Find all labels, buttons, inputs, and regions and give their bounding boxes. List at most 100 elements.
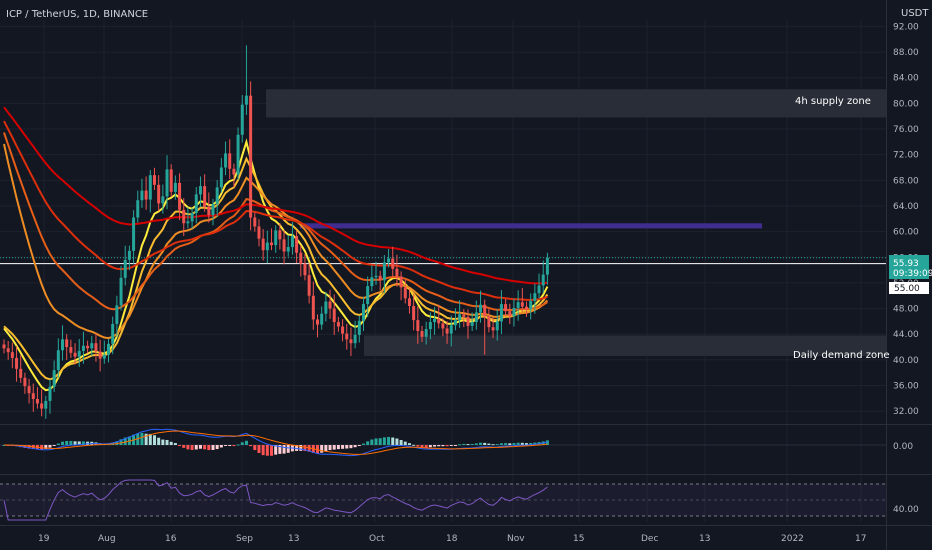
candle-body [253,217,257,227]
candle-body [56,350,60,371]
candle-body [123,259,127,278]
candle-body [86,345,90,349]
ribbon-line [3,106,548,285]
macd-histogram-bar [341,445,345,449]
candle-body [453,320,457,326]
macd-histogram-bar [462,443,466,445]
candle-body [366,286,370,305]
candle-body [328,301,332,309]
demand-zone-box [364,335,886,357]
candle-body [278,230,282,240]
macd-histogram-bar [483,442,487,445]
price-tick-label: 76.00 [893,125,919,135]
candle-body [491,327,495,331]
macd-histogram-bar [240,442,244,445]
ribbon-line [3,156,549,381]
macd-histogram-bar [382,437,386,445]
macd-histogram-bar [140,432,144,445]
candle-body [173,182,177,192]
macd-histogram-bar [236,444,240,446]
macd-histogram-bar [165,439,169,445]
candle-body [90,343,94,349]
macd-histogram-bar [295,445,299,451]
price-tick-label: 72.00 [893,151,919,161]
macd-histogram-bar [65,440,69,445]
candle-body [144,190,148,200]
rsi-pane [0,479,886,521]
candle-body [395,268,399,277]
last-price-badge-bg [889,255,929,279]
symbol-title[interactable]: ICP / TetherUS, 1D, BINANCE [6,9,148,20]
macd-histogram-bar [516,442,520,445]
candle-body [311,295,315,320]
demand-zone-label: Daily demand zone [793,350,890,361]
macd-histogram-bar [52,445,56,446]
macd-histogram-bar [324,445,328,452]
macd-histogram-bar [437,445,441,447]
macd-histogram-bar [81,441,85,445]
macd-histogram-bar [77,441,81,445]
time-tick-label: 19 [38,534,50,544]
candle-body [307,275,311,296]
currency-label: USDT [901,8,929,19]
level-badge: 55.00 [889,282,929,294]
macd-histogram-bar [391,437,395,445]
macd-histogram-bar [370,439,374,445]
candle-body [361,304,365,321]
macd-histogram-bar [48,445,52,448]
macd-histogram-bar [144,433,148,445]
macd-zero-label: 0.00 [893,442,913,452]
macd-histogram-bar [232,445,236,447]
candle-body [182,209,186,224]
macd-histogram-bar [378,438,382,445]
price-tick-label: 80.00 [893,99,919,109]
candle-body [178,182,182,210]
time-tick-label: 16 [165,534,177,544]
candle-body [424,329,428,337]
candle-body [391,258,395,269]
macd-histogram-bar [395,438,399,445]
macd-histogram-bar [278,445,282,454]
macd-histogram-bar [224,445,228,446]
candle-body [316,319,319,325]
price-tick-label: 48.00 [893,305,919,315]
macd-histogram-bar [508,443,512,445]
macd-histogram-bar [23,445,27,448]
candle-body [161,196,165,204]
macd-histogram-bar [286,445,290,453]
candle-body [198,186,202,195]
macd-histogram-bar [211,445,215,450]
bar-countdown: 09:39:09 [893,269,932,279]
candle-body [115,305,119,324]
candle-body [94,343,98,352]
macd-histogram-bar [320,445,324,453]
macd-histogram-bar [190,445,194,451]
ribbon-line [3,143,549,340]
candle-body [520,302,524,307]
time-tick-label: 2022 [781,534,804,544]
macd-histogram-bar [261,445,265,456]
candle-body [61,339,65,351]
candle-body [286,247,290,252]
candle-body [52,370,56,387]
macd-histogram-bar [182,445,186,448]
rsi-level-label: 40.00 [893,505,919,515]
supply-zone-label: 4h supply zone [795,96,871,107]
macd-histogram-bar [249,445,253,447]
candle-body [349,339,353,344]
macd-histogram-bar [491,444,495,446]
candle-body [35,398,39,404]
candle-body [6,348,10,353]
macd-histogram-bar [424,445,428,448]
macd-histogram-bar [345,445,349,449]
candle-body [336,322,340,327]
macd-histogram-bar [228,445,232,446]
candle-body [244,95,248,105]
candle-body [529,300,533,310]
macd-histogram-bar [198,445,202,449]
time-tick-label: 13 [699,534,710,544]
candle-body [533,293,537,301]
macd-histogram-bar [520,442,524,445]
